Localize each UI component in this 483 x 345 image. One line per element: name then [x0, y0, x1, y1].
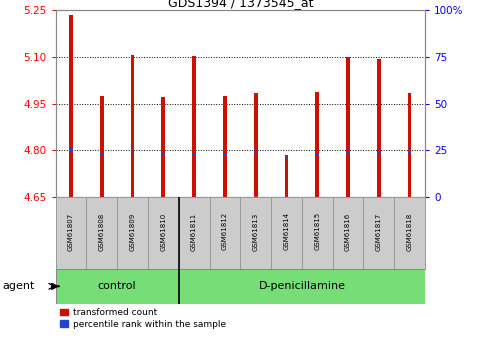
Bar [117, 197, 148, 269]
Bar [284, 155, 288, 197]
Bar [131, 149, 134, 152]
Text: GSM61808: GSM61808 [99, 212, 105, 250]
Bar [179, 197, 210, 269]
Text: GSM61814: GSM61814 [284, 213, 289, 250]
Bar [131, 55, 134, 197]
Title: GDS1394 / 1373545_at: GDS1394 / 1373545_at [168, 0, 313, 9]
Bar [302, 197, 333, 269]
Bar [377, 151, 381, 154]
Bar [333, 197, 364, 269]
Bar [161, 153, 165, 156]
Text: agent: agent [2, 282, 35, 291]
Text: GSM61817: GSM61817 [376, 212, 382, 250]
Bar [56, 269, 179, 304]
Bar [254, 93, 257, 197]
Bar [161, 97, 165, 197]
Bar [192, 152, 196, 156]
Bar [179, 269, 425, 304]
Bar [240, 197, 271, 269]
Bar [223, 152, 227, 156]
Bar [56, 197, 86, 269]
Bar [254, 151, 257, 154]
Text: GSM61810: GSM61810 [160, 212, 166, 250]
Bar [408, 151, 412, 154]
Bar [69, 15, 73, 197]
Bar [408, 93, 412, 197]
Bar [271, 197, 302, 269]
Bar [86, 197, 117, 269]
Text: GSM61812: GSM61812 [222, 213, 228, 250]
Text: D-penicillamine: D-penicillamine [258, 282, 345, 291]
Text: GSM61818: GSM61818 [407, 212, 412, 250]
Bar [346, 151, 350, 154]
Bar [315, 92, 319, 197]
Bar [364, 197, 394, 269]
Bar [100, 96, 103, 197]
Bar [377, 59, 381, 197]
Text: GSM61809: GSM61809 [129, 212, 136, 250]
Text: GSM61816: GSM61816 [345, 212, 351, 250]
Text: GSM61815: GSM61815 [314, 213, 320, 250]
Bar [210, 197, 240, 269]
Text: GSM61813: GSM61813 [253, 212, 259, 250]
Text: GSM61807: GSM61807 [68, 212, 74, 250]
Bar [394, 197, 425, 269]
Text: control: control [98, 282, 136, 291]
Bar [223, 96, 227, 197]
Text: GSM61811: GSM61811 [191, 212, 197, 250]
Bar [315, 152, 319, 156]
Bar [100, 153, 103, 156]
Bar [148, 197, 179, 269]
Bar [192, 56, 196, 197]
Bar [69, 148, 73, 151]
Bar [284, 157, 288, 160]
Bar [346, 57, 350, 197]
Legend: transformed count, percentile rank within the sample: transformed count, percentile rank withi… [60, 308, 226, 329]
